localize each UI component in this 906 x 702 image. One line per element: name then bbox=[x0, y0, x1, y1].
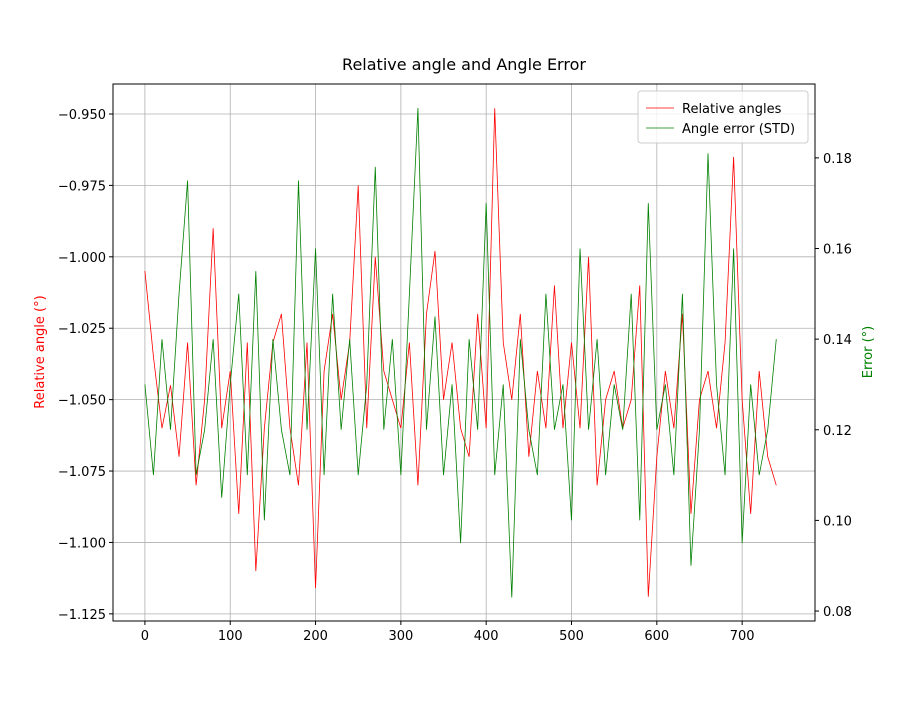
y-tick-label: −1.050 bbox=[58, 394, 106, 409]
chart-title: Relative angle and Angle Error bbox=[342, 55, 586, 74]
y-tick-label: −0.975 bbox=[58, 179, 106, 194]
legend-label: Relative angles bbox=[682, 102, 782, 117]
y2-tick-label: 0.16 bbox=[823, 242, 852, 257]
x-tick-label: 0 bbox=[141, 629, 149, 644]
x-tick-label: 200 bbox=[303, 629, 328, 644]
line-series bbox=[144, 108, 777, 597]
y-tick-label: −0.950 bbox=[58, 108, 106, 123]
x-tick-label: 400 bbox=[474, 629, 499, 644]
y2-tick-label: 0.18 bbox=[823, 152, 852, 167]
y2-tick-label: 0.12 bbox=[823, 424, 852, 439]
y2-axis-label: Error (°) bbox=[861, 326, 876, 378]
y2-tick-label: 0.08 bbox=[823, 605, 852, 620]
y-tick-label: −1.000 bbox=[58, 251, 106, 266]
y-tick-label: −1.100 bbox=[58, 536, 106, 551]
x-tick-label: 700 bbox=[730, 629, 755, 644]
legend-box bbox=[637, 90, 809, 144]
legend-label: Angle error (STD) bbox=[682, 122, 795, 137]
y-tick-label: −1.025 bbox=[58, 322, 106, 337]
y2-tick-label: 0.10 bbox=[823, 514, 852, 529]
y-axis-label: Relative angle (°) bbox=[33, 295, 48, 408]
x-tick-label: 100 bbox=[218, 629, 243, 644]
y2-tick-label: 0.14 bbox=[823, 333, 852, 348]
x-tick-label: 500 bbox=[559, 629, 584, 644]
x-tick-label: 300 bbox=[388, 629, 413, 644]
y-tick-label: −1.125 bbox=[58, 608, 106, 623]
y-tick-label: −1.075 bbox=[58, 465, 106, 480]
line-series bbox=[144, 108, 777, 598]
x-tick-label: 600 bbox=[644, 629, 669, 644]
plot-frame bbox=[112, 83, 816, 622]
